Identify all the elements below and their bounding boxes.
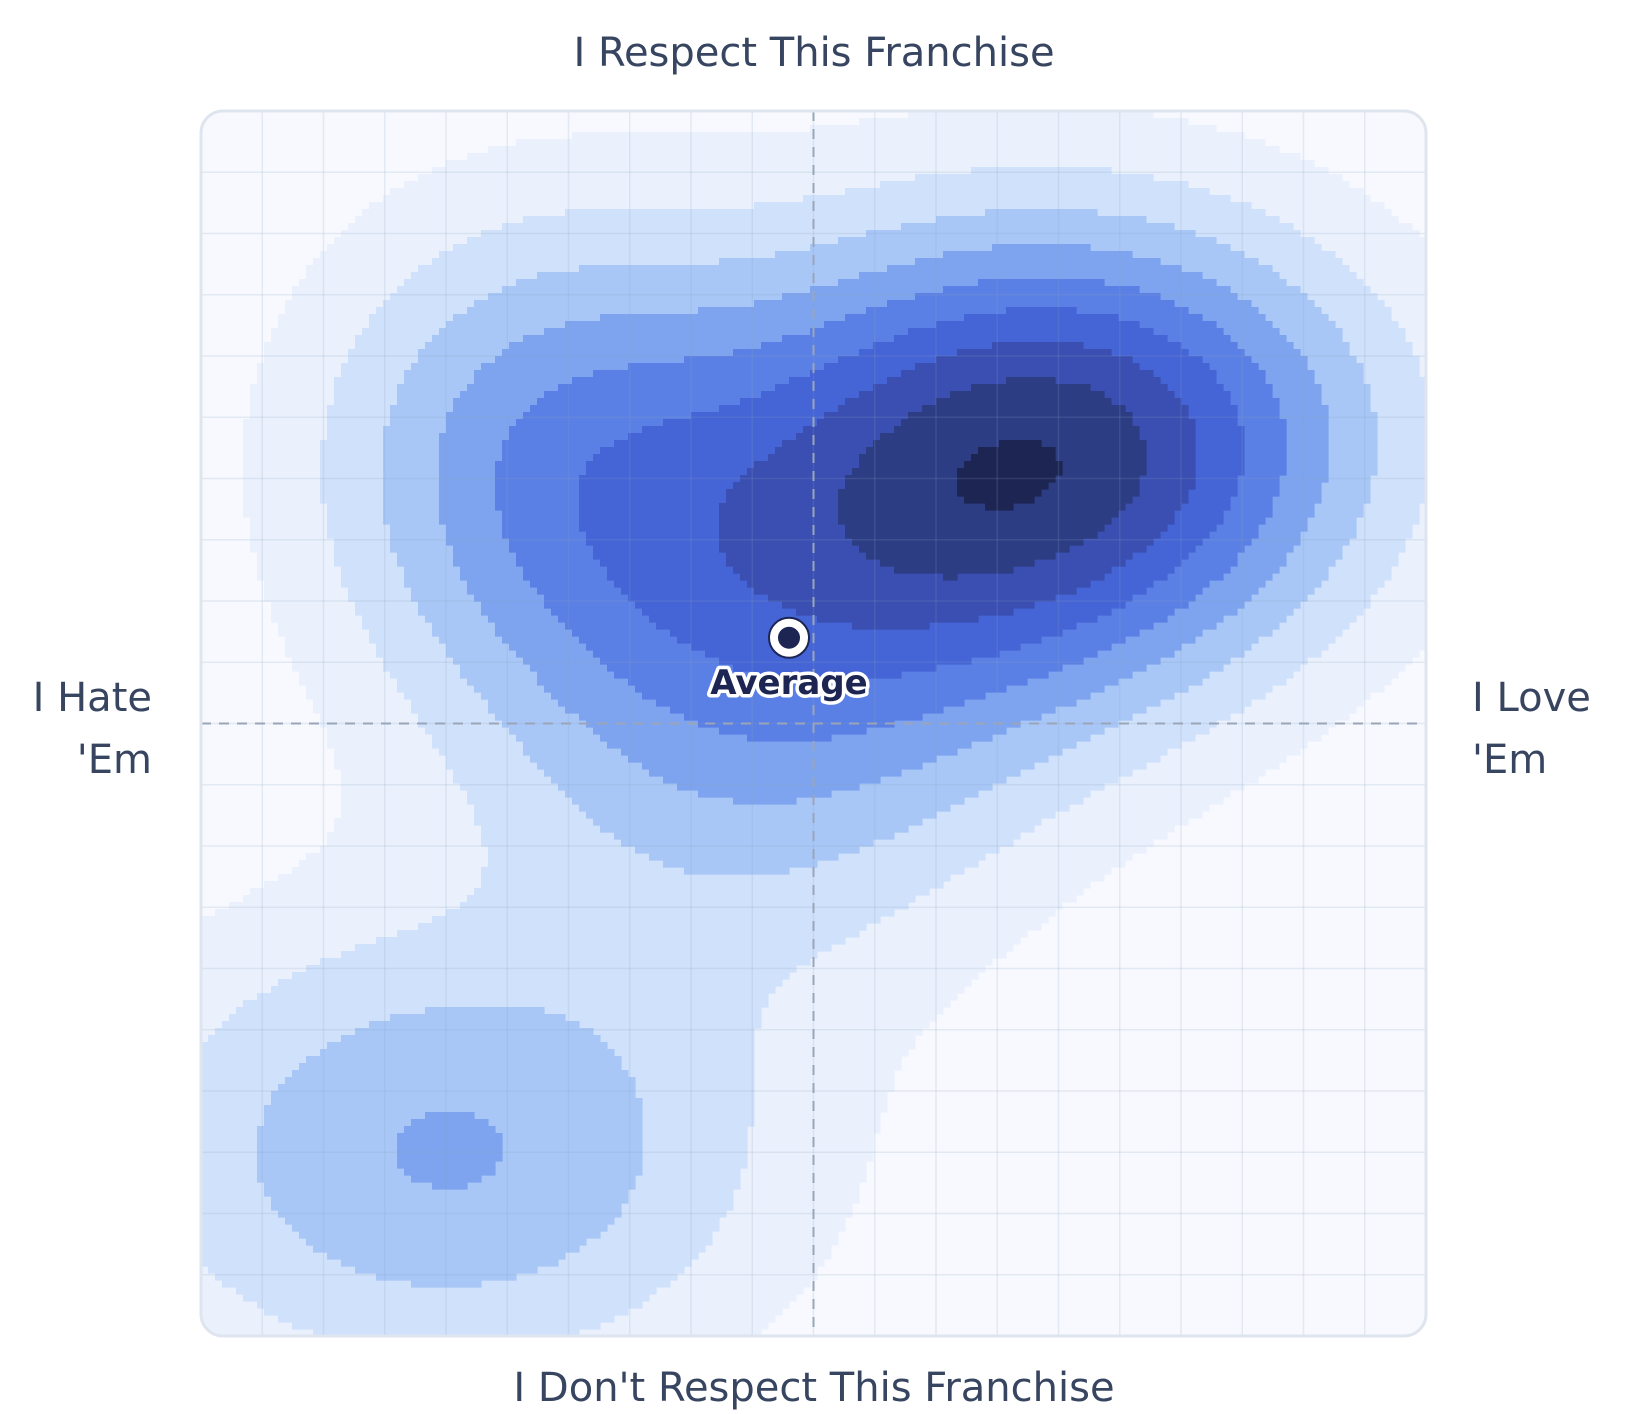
density-level-5 (495, 279, 1287, 742)
axis-label-bottom: I Don't Respect This Franchise (513, 1365, 1115, 1411)
average-marker-dot (778, 626, 800, 649)
axis-label-right-line-1: I Love (1472, 675, 1591, 721)
density-level-2 (201, 167, 1426, 1336)
axis-label-left: I Hate 'Em (20, 667, 152, 791)
density-contours (201, 111, 1426, 1336)
density-level-7 (719, 342, 1196, 630)
axis-label-top: I Respect This Franchise (573, 30, 1055, 76)
density-level-4 (397, 244, 1329, 1190)
axis-label-right: I Love 'Em (1472, 667, 1622, 791)
density-level-9 (957, 440, 1063, 511)
axis-label-left-line-2: 'Em (76, 737, 152, 783)
density-level-6 (579, 307, 1245, 686)
density-level-8 (838, 377, 1147, 581)
density-level-3 (257, 209, 1378, 1288)
plot-border (199, 109, 1428, 1338)
average-marker-group: Average (707, 616, 871, 706)
axis-label-left-line-1: I Hate (32, 675, 152, 721)
average-label: Average (710, 663, 867, 703)
center-lines (201, 111, 1426, 1336)
axis-label-right-line-2: 'Em (1472, 737, 1548, 783)
